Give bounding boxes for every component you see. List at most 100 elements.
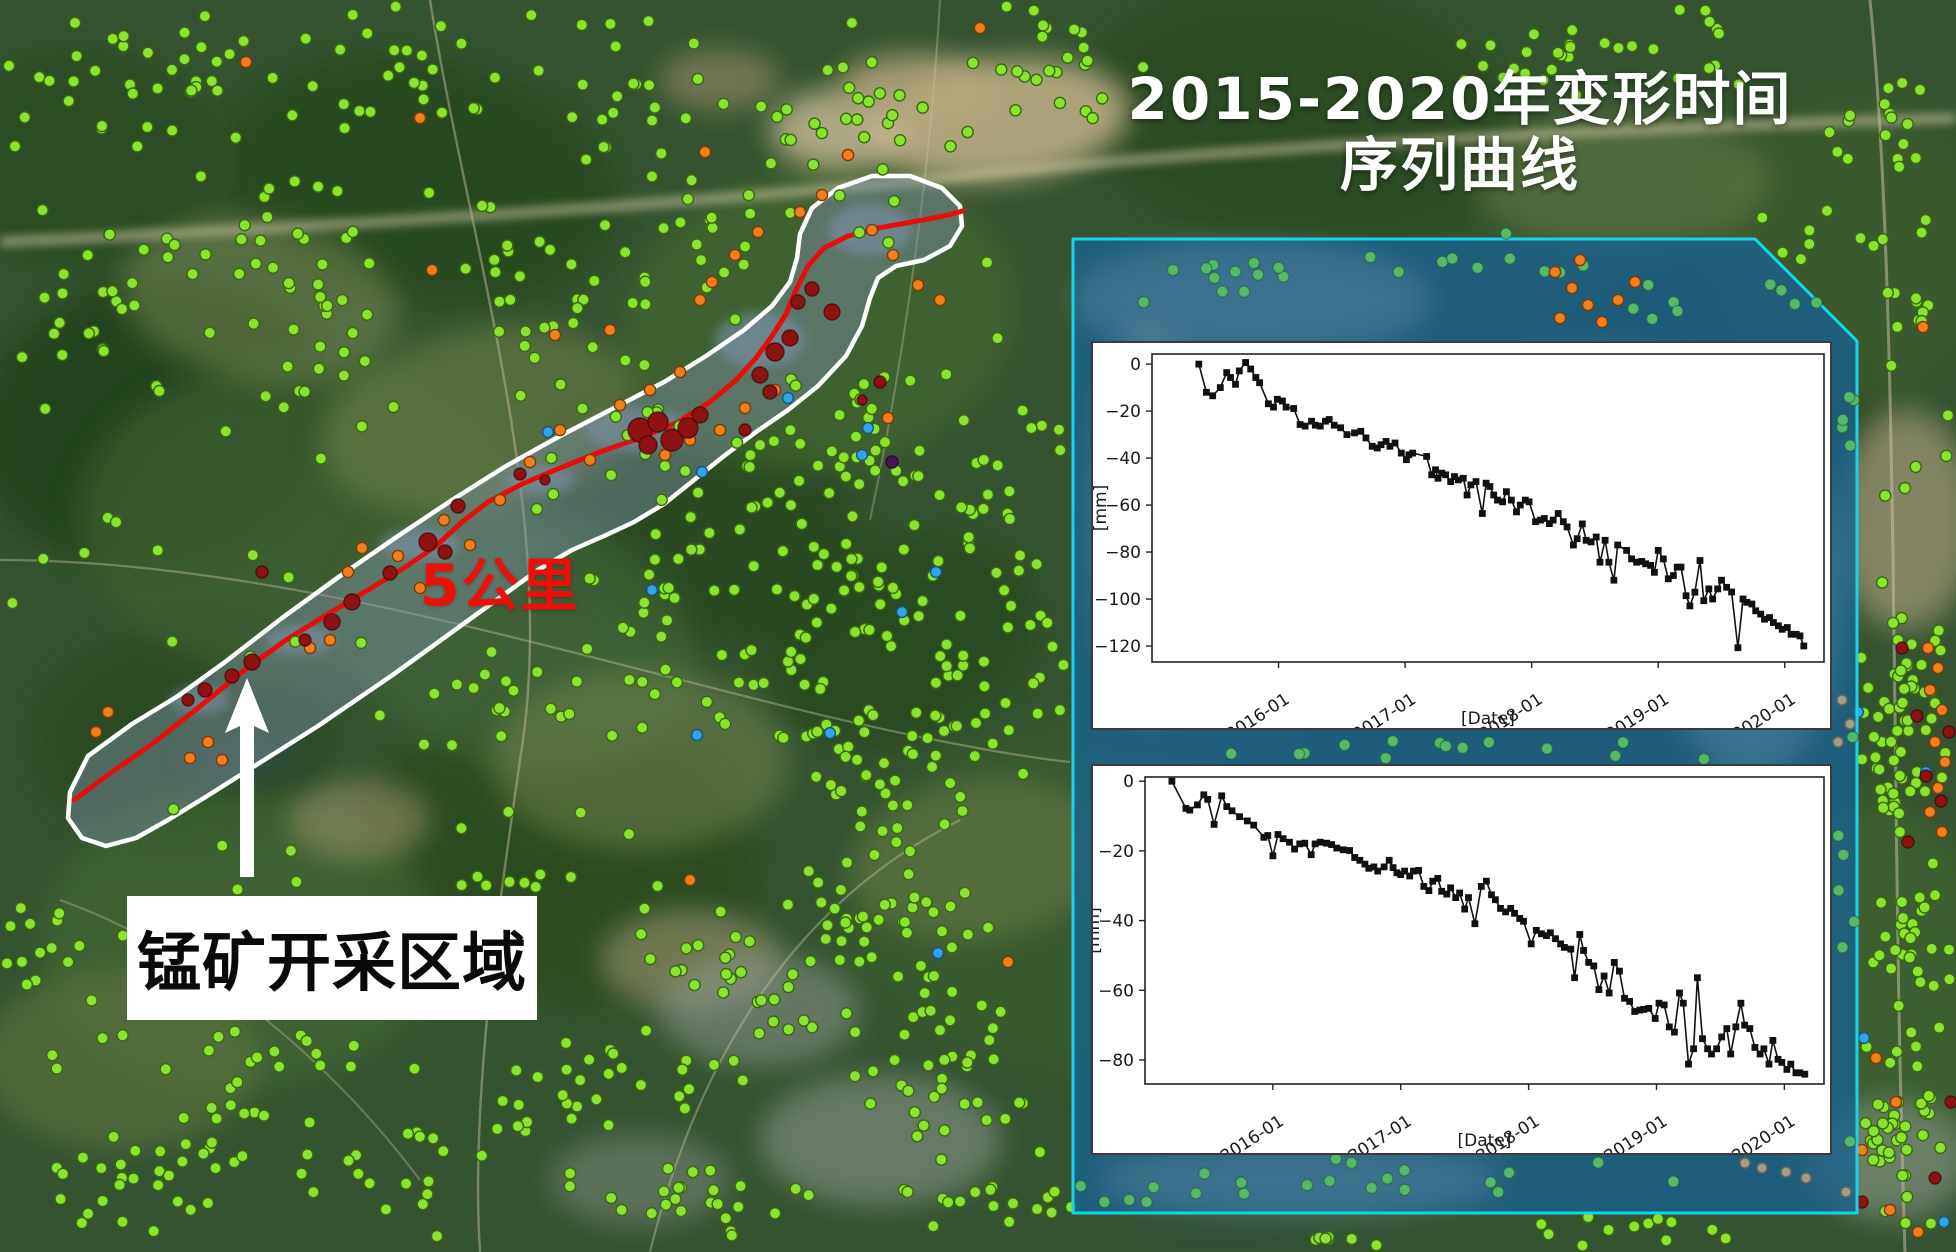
- deformation-dot-green: [655, 147, 668, 160]
- deformation-dot-green: [1053, 443, 1067, 457]
- deformation-dot-orange: [698, 145, 712, 159]
- deformation-dot-green: [811, 876, 825, 889]
- deformation-dot-green: [426, 63, 440, 76]
- deformation-dot-muted: [1847, 915, 1861, 928]
- deformation-dot-green: [604, 468, 618, 482]
- deformation-dot-muted: [1836, 413, 1850, 427]
- deformation-dot-green: [347, 1039, 361, 1053]
- deformation-dot-green: [560, 1063, 573, 1076]
- deformation-dot-green: [387, 400, 400, 414]
- deformation-dot-green: [1455, 37, 1468, 51]
- deformation-dot-green: [997, 584, 1011, 597]
- deformation-dot-blue: [855, 448, 869, 462]
- deformation-dot-green: [320, 299, 334, 313]
- deformation-dot-green: [958, 886, 972, 900]
- deformation-dot-green: [37, 552, 50, 566]
- deformation-dot-green: [865, 56, 879, 69]
- deformation-dot-muted: [1837, 848, 1850, 862]
- deformation-dot-green: [445, 738, 459, 752]
- deformation-dot-green: [210, 55, 223, 69]
- deformation-dot-green: [857, 377, 871, 391]
- deformation-dot-green: [1879, 128, 1892, 142]
- deformation-dot-muted: [1147, 1181, 1160, 1194]
- deformation-dot-green: [971, 1096, 984, 1109]
- deformation-dot-muted: [1235, 1176, 1248, 1189]
- deformation-dot-green: [945, 941, 959, 954]
- deformation-dot-green: [1732, 78, 1746, 91]
- deformation-dot-green: [1061, 51, 1074, 64]
- deformation-dot-green: [1895, 1131, 1908, 1144]
- deformation-dot-green: [363, 1177, 376, 1190]
- deformation-dot-green: [707, 1184, 720, 1197]
- deformation-dot-green: [1016, 767, 1030, 781]
- deformation-dot-green: [228, 1025, 242, 1038]
- deformation-dot-green: [655, 493, 668, 507]
- y-tick-label: −40: [1105, 449, 1141, 469]
- deformation-dot-green: [1042, 64, 1056, 78]
- deformation-dot-dark_red: [751, 366, 769, 384]
- deformation-dot-green: [1909, 291, 1923, 305]
- deformation-dot-orange: [183, 751, 197, 765]
- deformation-dot-green: [950, 719, 964, 733]
- deformation-dot-green: [929, 749, 943, 763]
- deformation-dot-green: [14, 901, 28, 915]
- deformation-dot-green: [916, 594, 929, 608]
- deformation-dot-green: [910, 1129, 924, 1143]
- deformation-dot-green: [1866, 1153, 1880, 1167]
- deformation-dot-green: [195, 40, 208, 54]
- deformation-dot-green: [1012, 1096, 1026, 1109]
- y-tick-label: −120: [1094, 637, 1141, 657]
- deformation-dot-gray: [1756, 1162, 1768, 1174]
- deformation-dot-green: [1831, 145, 1844, 159]
- deformation-dot-green: [493, 701, 506, 715]
- deformation-dot-green: [291, 227, 305, 240]
- deformation-dot-green: [312, 362, 326, 376]
- deformation-dot-green: [824, 778, 838, 792]
- mining-area-label: 锰矿开采区域: [137, 927, 527, 1001]
- deformation-dot-green: [622, 827, 636, 841]
- deformation-dot-green: [1884, 735, 1898, 749]
- deformation-dot-green: [706, 221, 719, 235]
- deformation-dot-muted: [1199, 262, 1213, 275]
- deformation-dot-green: [1892, 807, 1906, 820]
- deformation-dot-dark_red: [513, 467, 527, 481]
- deformation-dot-green: [1935, 771, 1949, 784]
- deformation-dot-green: [413, 1130, 427, 1143]
- deformation-dot-green: [906, 1010, 920, 1024]
- deformation-dot-green: [1651, 1212, 1665, 1226]
- deformation-dot-green: [1052, 423, 1066, 437]
- deformation-dot-green: [815, 896, 828, 909]
- deformation-dot-muted: [1216, 285, 1229, 298]
- deformation-dot-green: [875, 561, 889, 574]
- deformation-dot-green: [912, 469, 925, 483]
- deformation-dot-green: [853, 580, 866, 594]
- deformation-dot-dark_red: [638, 435, 658, 455]
- deformation-dot-green: [908, 1106, 922, 1119]
- deformation-dot-muted: [1365, 1181, 1378, 1195]
- deformation-dot-green: [961, 1056, 974, 1069]
- deformation-dot-muted: [1247, 256, 1261, 270]
- deformation-dot-green: [657, 221, 670, 235]
- deformation-dot-green: [1027, 677, 1040, 690]
- deformation-dot-green: [1000, 0, 1013, 13]
- deformation-dot-green: [56, 348, 69, 362]
- deformation-dot-green: [822, 486, 836, 500]
- deformation-dot-green: [18, 111, 32, 124]
- deformation-dot-green: [362, 257, 376, 270]
- deformation-dot-green: [898, 915, 912, 929]
- deformation-dot-green: [975, 999, 989, 1012]
- deformation-dot-green: [137, 243, 151, 256]
- deformation-dot-orange: [413, 581, 427, 595]
- deformation-dot-muted: [1329, 1152, 1343, 1166]
- deformation-dot-green: [1927, 979, 1940, 993]
- deformation-dot-green: [416, 1197, 430, 1211]
- deformation-dot-green: [1914, 1097, 1928, 1110]
- deformation-dot-green: [313, 340, 327, 353]
- deformation-dot-green: [232, 267, 246, 281]
- deformation-dot-green: [987, 1053, 1001, 1066]
- deformation-dot-green: [67, 75, 80, 88]
- deformation-dot-dark_red: [823, 303, 841, 321]
- deformation-dot-green: [685, 173, 698, 187]
- deformation-dot-muted: [1616, 736, 1630, 749]
